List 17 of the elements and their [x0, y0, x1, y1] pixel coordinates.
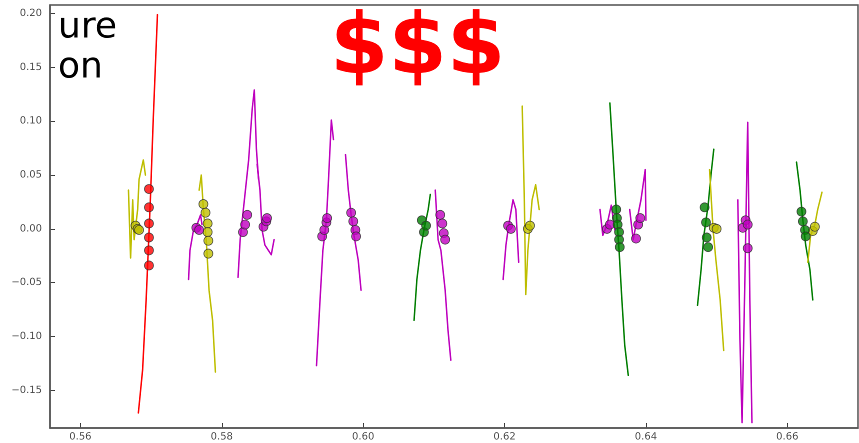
x-tick-label: 0.60 [352, 432, 374, 442]
y-tick-label: 0.00 [20, 223, 42, 234]
y-tick-label: −0.05 [11, 277, 42, 288]
x-tick-label: 0.64 [634, 432, 658, 442]
y-tick-label: −0.15 [11, 384, 42, 396]
y-tick-label: 0.20 [20, 8, 42, 20]
x-tick-label: 0.62 [493, 432, 516, 442]
y-tick-label: 0.10 [20, 116, 42, 127]
annotation: $$$ [330, 0, 506, 93]
x-tick-label: 0.58 [210, 432, 233, 442]
y-tick-label: −0.10 [11, 331, 42, 342]
y-tick-label: 0.15 [20, 62, 42, 73]
annotation: on [58, 46, 103, 86]
annotation: ure [58, 6, 117, 46]
x-tick-label: 0.66 [776, 432, 798, 442]
x-tick-label: 0.56 [69, 432, 92, 442]
y-tick-label: 0.05 [20, 170, 42, 181]
